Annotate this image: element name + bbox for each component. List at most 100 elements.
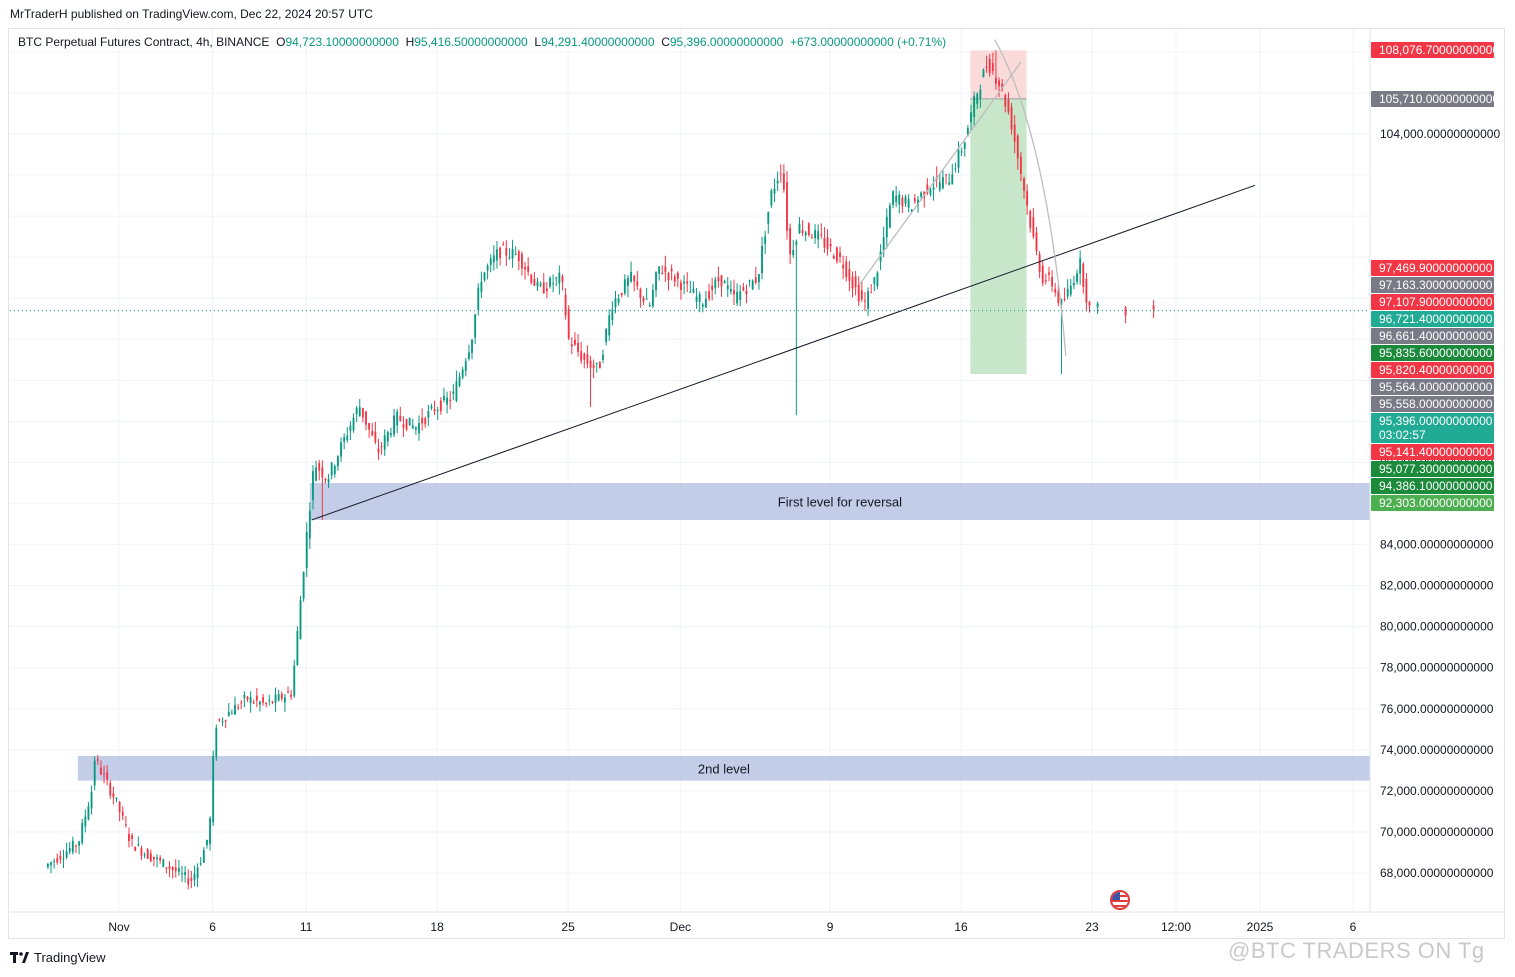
candle-body	[767, 211, 770, 224]
candle-body	[870, 292, 873, 294]
candle-body	[602, 354, 604, 360]
candle-body	[336, 456, 339, 467]
candle-body	[835, 247, 838, 262]
candle-body	[296, 631, 299, 665]
y-tick-label: 104,000.00000000000	[1380, 127, 1500, 141]
candle-body	[773, 188, 776, 194]
low-label: L	[534, 35, 542, 49]
tradingview-brand[interactable]: TradingView	[10, 950, 106, 965]
candle-body	[586, 354, 589, 364]
candle-body	[979, 89, 982, 99]
price-tag	[1371, 328, 1494, 345]
tradingview-logo-icon	[10, 951, 29, 963]
candle-body	[536, 281, 539, 287]
candle-body	[237, 707, 240, 709]
candle-body	[842, 264, 845, 269]
candle-body	[46, 863, 49, 867]
candle-body	[567, 308, 570, 339]
candle-layer	[46, 50, 1155, 890]
candle-body	[230, 713, 233, 715]
candle-body	[162, 859, 165, 867]
candle-body	[645, 298, 648, 300]
candle-body	[455, 381, 458, 402]
candle-body	[1085, 278, 1088, 303]
candle-body	[305, 532, 308, 569]
reversal-zone	[309, 482, 1371, 520]
candle-body	[268, 699, 271, 701]
candle-body	[695, 296, 698, 302]
candle-body	[832, 255, 835, 259]
candle-body	[1079, 258, 1082, 274]
candle-body	[888, 205, 891, 228]
candle-body	[246, 696, 249, 700]
candle-body	[542, 282, 545, 294]
candle-body	[240, 702, 243, 704]
candle-body	[583, 353, 586, 360]
candle-body	[917, 199, 919, 206]
candle-body	[293, 665, 296, 696]
candle-body	[845, 261, 848, 278]
close-label: C	[661, 35, 670, 49]
candle-body	[648, 305, 651, 307]
candle-body	[1057, 291, 1060, 304]
candle-body	[574, 339, 576, 345]
candle-body	[633, 275, 636, 282]
candle-body	[1048, 272, 1050, 275]
candle-body	[477, 287, 480, 310]
candle-body	[860, 290, 863, 300]
candle-body	[577, 342, 579, 353]
candle-body	[530, 274, 533, 283]
candle-body	[630, 271, 633, 282]
candle-body	[377, 448, 380, 453]
candle-body	[904, 196, 907, 204]
candle-body	[408, 417, 411, 426]
price-tag-layer: 108,076.70000000000 105,710.00000000000 97…	[1371, 42, 1499, 512]
candle-body	[729, 288, 732, 292]
candle-body	[764, 236, 767, 244]
candle-body	[1072, 283, 1075, 286]
candle-body	[405, 418, 408, 430]
candle-body	[970, 112, 972, 123]
price-tag	[1371, 311, 1494, 328]
candle-body	[1060, 299, 1063, 305]
candle-body	[1004, 94, 1007, 107]
candle-body	[1044, 280, 1047, 282]
candle-body	[985, 66, 988, 69]
candle-body	[982, 69, 985, 78]
price-tag-label: 97,163.30000000000	[1379, 278, 1493, 292]
candle-body	[667, 272, 670, 281]
candle-body	[265, 703, 268, 705]
candle-body	[611, 309, 614, 320]
candle-body	[1082, 263, 1085, 287]
candle-body	[505, 247, 508, 256]
candle-body	[792, 250, 795, 256]
price-tag-label: 108,076.70000000000	[1379, 43, 1499, 57]
candle-body	[402, 424, 405, 428]
candle-body	[421, 417, 424, 424]
candle-body	[895, 196, 898, 203]
candle-body	[327, 479, 330, 483]
price-tag-label: 97,469.90000000000	[1379, 261, 1493, 275]
candle-body	[165, 867, 168, 869]
candle-body	[227, 711, 230, 716]
price-tag	[1371, 444, 1494, 461]
candle-body	[829, 243, 832, 247]
candle-body	[312, 471, 314, 500]
x-tick-label: 23	[1085, 920, 1099, 934]
candle-body	[661, 272, 664, 274]
candle-body	[770, 190, 773, 206]
candle-body	[259, 701, 261, 705]
candle-body	[839, 252, 841, 258]
price-tag-label: 92,303.00000000000	[1379, 496, 1493, 510]
candle-body	[103, 773, 105, 775]
candle-body	[81, 823, 84, 843]
price-tag-label: 95,396.00000000000	[1379, 414, 1493, 428]
candle-body	[639, 288, 642, 298]
candle-body	[352, 417, 355, 431]
x-tick-label: 2025	[1247, 920, 1274, 934]
candle-body	[954, 168, 957, 170]
us-flag-icon[interactable]	[1110, 890, 1130, 910]
candle-body	[452, 391, 455, 394]
candle-body	[252, 702, 255, 704]
